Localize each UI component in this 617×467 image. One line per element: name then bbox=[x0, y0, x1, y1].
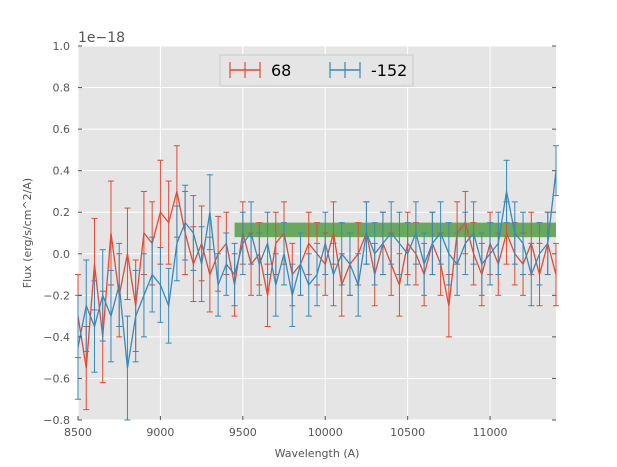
x-tick-label: 10500 bbox=[390, 426, 425, 439]
legend-label-152: -152 bbox=[371, 61, 407, 80]
error-bar bbox=[289, 263, 296, 327]
error-bar bbox=[544, 211, 551, 276]
x-axis-title: Wavelength (A) bbox=[275, 447, 360, 460]
error-bar bbox=[511, 201, 518, 265]
error-bar bbox=[239, 211, 246, 276]
error-bar bbox=[338, 222, 345, 286]
series-layer bbox=[75, 145, 559, 421]
error-bar bbox=[454, 232, 461, 296]
error-bar bbox=[429, 211, 436, 276]
error-bar bbox=[281, 222, 288, 286]
error-bar bbox=[132, 269, 139, 363]
error-bar bbox=[223, 232, 230, 296]
error-bar bbox=[173, 205, 180, 282]
y-tick-label: −0.8 bbox=[43, 414, 70, 427]
y-tick-label: −0.2 bbox=[43, 289, 70, 302]
error-bar bbox=[536, 222, 543, 286]
y-tick-label: −0.4 bbox=[43, 331, 70, 344]
legend-item-152: -152 bbox=[329, 61, 407, 80]
error-bar bbox=[215, 253, 222, 317]
error-bar bbox=[404, 222, 411, 286]
error-bar bbox=[116, 242, 123, 327]
error-bar bbox=[182, 184, 189, 261]
y-tick-label: 1.0 bbox=[53, 40, 71, 53]
error-bar bbox=[396, 211, 403, 276]
error-bar bbox=[379, 211, 386, 276]
x-tick-label: 10000 bbox=[308, 426, 343, 439]
error-bar bbox=[388, 201, 395, 265]
error-bar bbox=[83, 259, 90, 352]
error-bar bbox=[124, 207, 131, 300]
error-bar bbox=[99, 249, 106, 342]
error-bar bbox=[330, 242, 337, 307]
error-bar bbox=[412, 201, 419, 265]
y-offset-label: 1e−18 bbox=[78, 30, 125, 46]
x-tick-label: 9000 bbox=[146, 426, 174, 439]
y-tick-label: 0.8 bbox=[53, 82, 71, 95]
y-tick-label: 0.2 bbox=[53, 206, 71, 219]
error-bar bbox=[346, 232, 353, 296]
error-bar bbox=[198, 226, 205, 303]
error-bar bbox=[371, 222, 378, 286]
error-bar bbox=[363, 201, 370, 265]
x-tick-label: 9500 bbox=[229, 426, 257, 439]
error-bar bbox=[165, 180, 172, 265]
error-bar bbox=[520, 211, 527, 276]
error-bar bbox=[305, 253, 312, 317]
error-bar bbox=[248, 201, 255, 265]
x-tick-label: 8500 bbox=[64, 426, 92, 439]
legend-label-68: 68 bbox=[271, 61, 291, 80]
error-bar bbox=[495, 211, 502, 276]
y-tick-label: 0.4 bbox=[53, 165, 71, 178]
error-bar bbox=[437, 201, 444, 265]
error-bar bbox=[355, 253, 362, 317]
error-bar bbox=[124, 315, 131, 421]
error-bar bbox=[462, 211, 469, 276]
error-bar bbox=[322, 211, 329, 276]
error-bar bbox=[206, 174, 213, 251]
error-bar bbox=[231, 242, 238, 307]
error-bar bbox=[157, 247, 164, 323]
error-bar bbox=[107, 269, 114, 363]
error-bar bbox=[487, 222, 494, 286]
error-bar bbox=[445, 222, 452, 286]
error-bar bbox=[149, 236, 156, 313]
error-bar bbox=[478, 232, 485, 296]
error-bar bbox=[528, 242, 535, 307]
x-tick-label: 11000 bbox=[473, 426, 508, 439]
error-bar bbox=[256, 232, 263, 296]
error-bar bbox=[91, 280, 98, 373]
error-bar bbox=[421, 232, 428, 296]
error-bar bbox=[190, 195, 197, 271]
series--152 bbox=[75, 145, 559, 421]
highlight-band bbox=[234, 222, 556, 238]
y-tick-label: −0.6 bbox=[43, 372, 70, 385]
error-bar bbox=[297, 232, 304, 296]
error-bar bbox=[503, 159, 510, 224]
error-bar bbox=[165, 267, 172, 344]
legend: 68 -152 bbox=[219, 54, 414, 87]
error-bar bbox=[272, 253, 279, 317]
y-tick-label: 0.0 bbox=[53, 248, 71, 261]
error-bar bbox=[264, 211, 271, 276]
y-tick-label: 0.6 bbox=[53, 123, 71, 136]
y-axis-title: Flux (erg/s/cm^2/A) bbox=[21, 178, 34, 288]
error-bar bbox=[314, 242, 320, 307]
legend-item-68: 68 bbox=[229, 61, 291, 80]
error-bar bbox=[470, 201, 477, 265]
error-bar bbox=[140, 253, 147, 338]
ticks: 8500 9000 9500 10000 10500 11000 −0.8 −0.6 −0.4 −… bbox=[43, 40, 556, 439]
